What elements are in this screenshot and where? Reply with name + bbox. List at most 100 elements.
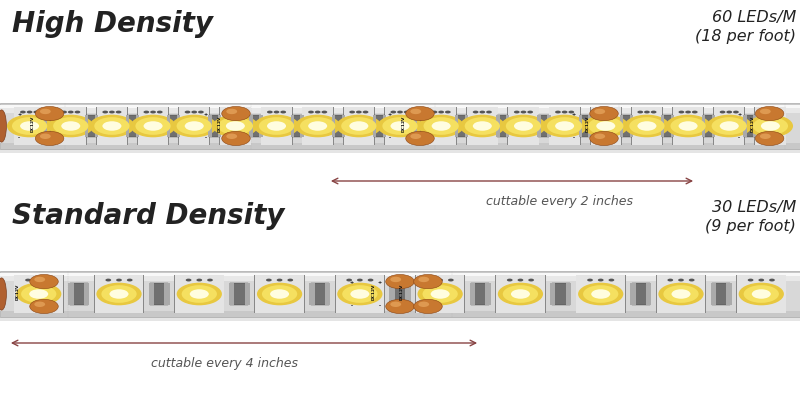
Circle shape bbox=[569, 111, 574, 114]
Circle shape bbox=[438, 111, 444, 114]
Circle shape bbox=[20, 121, 39, 131]
Circle shape bbox=[598, 279, 603, 282]
Circle shape bbox=[185, 121, 204, 131]
Bar bbox=[496, 275, 545, 313]
Bar bbox=[138, 107, 168, 145]
Circle shape bbox=[315, 111, 321, 114]
Bar bbox=[127, 116, 138, 136]
Circle shape bbox=[460, 115, 505, 137]
Bar bbox=[385, 107, 415, 145]
Circle shape bbox=[686, 111, 691, 114]
Circle shape bbox=[20, 111, 26, 114]
Ellipse shape bbox=[0, 110, 6, 142]
Circle shape bbox=[410, 109, 421, 114]
Bar bbox=[137, 107, 169, 145]
Bar bbox=[547, 116, 550, 136]
Bar bbox=[456, 116, 467, 136]
Bar bbox=[310, 284, 329, 304]
Circle shape bbox=[40, 109, 50, 114]
Circle shape bbox=[177, 283, 222, 305]
Circle shape bbox=[207, 279, 213, 282]
Circle shape bbox=[350, 111, 355, 114]
Circle shape bbox=[720, 111, 726, 114]
Text: DC12V: DC12V bbox=[15, 284, 19, 300]
Bar bbox=[670, 116, 674, 136]
Circle shape bbox=[711, 117, 747, 135]
Bar bbox=[632, 284, 650, 304]
Circle shape bbox=[624, 115, 670, 137]
Bar bbox=[590, 107, 621, 145]
Circle shape bbox=[774, 111, 780, 114]
Circle shape bbox=[94, 117, 130, 135]
Bar bbox=[261, 107, 293, 145]
Circle shape bbox=[748, 279, 754, 282]
Circle shape bbox=[226, 109, 237, 114]
Bar bbox=[167, 116, 170, 136]
Circle shape bbox=[48, 115, 94, 137]
Bar bbox=[86, 116, 97, 136]
Bar bbox=[374, 116, 385, 136]
Circle shape bbox=[507, 279, 513, 282]
Text: -: - bbox=[389, 136, 390, 140]
Bar bbox=[405, 284, 410, 304]
Circle shape bbox=[106, 279, 111, 282]
Circle shape bbox=[218, 117, 253, 135]
Bar bbox=[424, 116, 427, 136]
Text: 60 LEDs/M
(18 per foot): 60 LEDs/M (18 per foot) bbox=[695, 10, 796, 44]
Bar bbox=[335, 275, 384, 313]
Bar bbox=[54, 107, 86, 145]
Circle shape bbox=[190, 289, 209, 299]
Circle shape bbox=[102, 111, 108, 114]
Circle shape bbox=[30, 289, 48, 299]
Bar bbox=[672, 107, 704, 145]
Bar bbox=[0, 276, 800, 312]
Circle shape bbox=[432, 111, 438, 114]
Circle shape bbox=[390, 302, 401, 307]
Bar bbox=[486, 284, 491, 304]
Bar bbox=[175, 275, 224, 313]
Circle shape bbox=[671, 289, 690, 299]
Bar bbox=[0, 317, 800, 321]
Bar bbox=[14, 107, 46, 145]
Circle shape bbox=[418, 277, 429, 282]
Bar bbox=[0, 149, 800, 153]
Bar bbox=[0, 273, 800, 281]
Bar bbox=[621, 116, 632, 136]
Bar bbox=[54, 116, 57, 136]
Circle shape bbox=[501, 115, 546, 137]
Bar bbox=[620, 116, 623, 136]
Bar bbox=[290, 116, 294, 136]
Text: cuttable every 4 inches: cuttable every 4 inches bbox=[150, 357, 298, 370]
Circle shape bbox=[486, 111, 492, 114]
Circle shape bbox=[382, 117, 418, 135]
Circle shape bbox=[182, 285, 217, 303]
Bar bbox=[332, 116, 335, 136]
Circle shape bbox=[185, 111, 190, 114]
Circle shape bbox=[578, 283, 623, 305]
Circle shape bbox=[769, 279, 775, 282]
Circle shape bbox=[555, 111, 561, 114]
Circle shape bbox=[432, 121, 450, 131]
Circle shape bbox=[397, 111, 403, 114]
Bar bbox=[467, 107, 498, 145]
Bar bbox=[219, 107, 251, 145]
Circle shape bbox=[222, 106, 250, 121]
Bar bbox=[736, 275, 786, 313]
Bar bbox=[255, 275, 304, 313]
Bar bbox=[455, 116, 458, 136]
Circle shape bbox=[40, 134, 50, 139]
Text: +: + bbox=[571, 112, 576, 116]
Circle shape bbox=[362, 111, 368, 114]
Circle shape bbox=[406, 106, 434, 121]
Circle shape bbox=[62, 111, 67, 114]
Bar bbox=[218, 116, 222, 136]
Bar bbox=[300, 116, 304, 136]
Bar bbox=[97, 107, 127, 145]
Text: -: - bbox=[738, 136, 740, 140]
Circle shape bbox=[197, 279, 202, 282]
Circle shape bbox=[342, 285, 378, 303]
Bar bbox=[302, 107, 334, 145]
Bar bbox=[470, 284, 475, 304]
Bar bbox=[507, 107, 539, 145]
Bar bbox=[209, 116, 220, 136]
